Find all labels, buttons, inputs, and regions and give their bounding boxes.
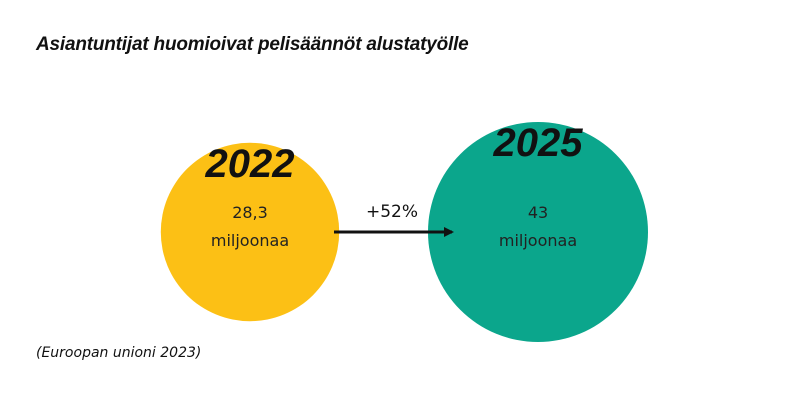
bubble-2022 xyxy=(160,142,340,322)
bubble-2025 xyxy=(428,122,648,342)
value-label-2022: 28,3 xyxy=(232,203,268,222)
value-label-2025: 43 xyxy=(528,203,548,222)
year-label-2022: 2022 xyxy=(205,142,295,186)
chart-title: Asiantuntijat huomioivat pelisäännöt alu… xyxy=(36,34,469,55)
unit-label-2025: miljoonaa xyxy=(499,231,577,250)
source-note: (Euroopan unioni 2023) xyxy=(36,345,202,361)
change-label: +52% xyxy=(366,202,418,222)
unit-label-2022: miljoonaa xyxy=(211,231,289,250)
year-label-2025: 2025 xyxy=(493,121,584,165)
